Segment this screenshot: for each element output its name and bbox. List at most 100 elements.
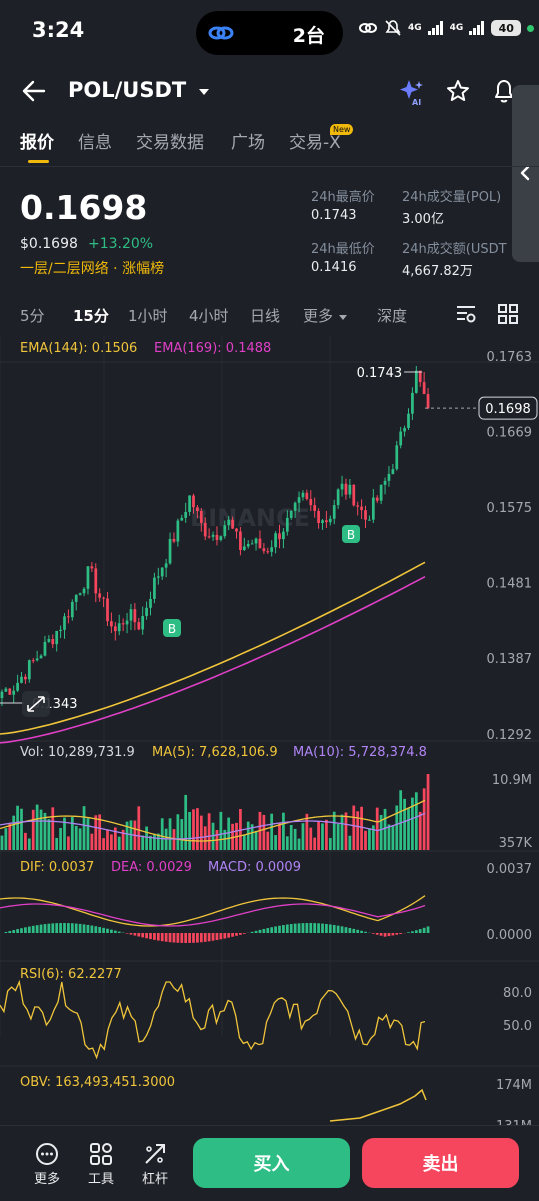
macd-tick-label: 0.0000 — [487, 928, 533, 943]
interval-1d[interactable]: 日线 — [250, 305, 280, 326]
macd-histogram-bar — [169, 933, 172, 942]
buy-button[interactable]: 买入 — [193, 1138, 350, 1188]
status-time: 3:24 — [32, 18, 84, 42]
candle-body — [204, 523, 207, 536]
candle-body — [251, 543, 254, 544]
macd-histogram-bar — [411, 931, 414, 933]
interval-15m[interactable]: 15分 — [73, 305, 109, 326]
buy-marker-label: B — [347, 528, 355, 542]
volume-bar — [247, 822, 250, 850]
indicator-settings-icon[interactable] — [455, 304, 477, 324]
candle-body — [337, 489, 340, 505]
volume-bar — [345, 812, 348, 850]
candle-body — [67, 616, 70, 617]
volume-bar — [243, 835, 246, 850]
macd-histogram-bar — [40, 925, 43, 933]
candle-body — [55, 631, 58, 644]
header: POL/USDT AI — [0, 68, 539, 114]
layout-grid-icon[interactable] — [498, 304, 518, 324]
tools-button[interactable]: 工具 — [81, 1142, 121, 1187]
tab-square[interactable]: 广场 — [231, 128, 265, 153]
dynamic-island[interactable]: 2台 — [196, 11, 343, 55]
macd-histogram-bar — [149, 933, 152, 939]
volume-bar — [384, 809, 387, 850]
interval-1h[interactable]: 1小时 — [128, 305, 168, 326]
macd-histogram-bar — [223, 933, 226, 939]
candle-body — [90, 566, 93, 568]
volume-bar — [352, 806, 355, 850]
category-tags[interactable]: 一层/二层网络 · 涨幅榜 — [20, 258, 164, 278]
ai-sparkle-icon[interactable]: AI — [398, 78, 426, 106]
candle-body — [278, 533, 281, 539]
volume-bar — [356, 811, 359, 850]
interval-5m[interactable]: 5分 — [20, 305, 45, 326]
volume-bar — [403, 799, 406, 850]
candle-body — [376, 498, 379, 501]
volume-bar — [309, 828, 312, 850]
sell-button[interactable]: 卖出 — [362, 1138, 519, 1188]
leverage-button[interactable]: 杠杆 — [135, 1142, 175, 1187]
pair-selector[interactable]: POL/USDT — [68, 78, 210, 102]
tab-quote[interactable]: 报价 — [20, 128, 54, 153]
privacy-indicator — [527, 25, 534, 32]
tab-info[interactable]: 信息 — [78, 128, 112, 153]
price-tick-label: 0.1387 — [487, 652, 533, 667]
macd-histogram-bar — [173, 933, 176, 943]
macd-histogram-bar — [114, 931, 117, 933]
low-24h-value: 0.1416 — [311, 260, 357, 275]
kline-chart[interactable]: BINANCE 0.17630.16690.15750.14810.13870.… — [0, 336, 539, 1125]
macd-histogram-bar — [372, 933, 375, 934]
active-tab-indicator — [28, 160, 49, 163]
candle-body — [145, 608, 148, 616]
macd-histogram-bar — [376, 933, 379, 935]
battery-level: 40 — [499, 22, 514, 35]
macd-histogram-bar — [259, 930, 262, 933]
candle-body — [235, 529, 238, 532]
macd-histogram-bar — [282, 925, 285, 933]
candle-body — [36, 658, 39, 660]
interval-more[interactable]: 更多 — [303, 305, 348, 326]
macd-histogram-bar — [184, 933, 187, 943]
volume-bar — [348, 836, 351, 850]
interval-4h[interactable]: 4小时 — [189, 305, 229, 326]
macd-histogram-bar — [391, 933, 394, 935]
candle-body — [165, 563, 168, 567]
more-dots-icon — [35, 1142, 59, 1166]
candle-body — [317, 511, 320, 523]
macd-histogram-bar — [75, 924, 78, 933]
volume-bar — [290, 825, 293, 850]
candle-body — [302, 493, 305, 497]
volume-bar — [51, 807, 54, 850]
volume-bar — [419, 812, 422, 850]
candle-body — [423, 382, 426, 394]
volume-bar — [55, 838, 58, 850]
volume-bar — [59, 828, 62, 850]
tab-trading-data[interactable]: 交易数据 — [136, 128, 204, 153]
macd-histogram-bar — [87, 925, 90, 933]
candle-body — [313, 505, 316, 511]
candle-body — [12, 691, 15, 695]
macd-histogram-bar — [329, 924, 332, 933]
side-panel-handle[interactable] — [512, 85, 539, 262]
back-arrow-icon[interactable] — [22, 80, 46, 102]
macd-histogram-bar — [98, 927, 101, 933]
volume-bar — [75, 826, 78, 850]
candle-body — [173, 539, 176, 542]
macd-histogram-bar — [255, 931, 258, 933]
more-button[interactable]: 更多 — [27, 1142, 67, 1187]
macd-histogram-bar — [348, 928, 351, 933]
macd-histogram-bar — [290, 924, 293, 933]
candle-body — [212, 535, 215, 537]
candle-body — [270, 547, 273, 552]
volume-bar — [44, 813, 47, 850]
candle-body — [290, 511, 293, 518]
candle-body — [309, 499, 312, 505]
mute-icon — [384, 20, 402, 36]
candle-body — [51, 639, 54, 644]
macd-histogram-bar — [235, 933, 238, 936]
volume-bar — [341, 815, 344, 850]
volume-bar — [32, 810, 35, 850]
interval-depth[interactable]: 深度 — [377, 305, 407, 326]
star-icon[interactable] — [446, 79, 470, 103]
